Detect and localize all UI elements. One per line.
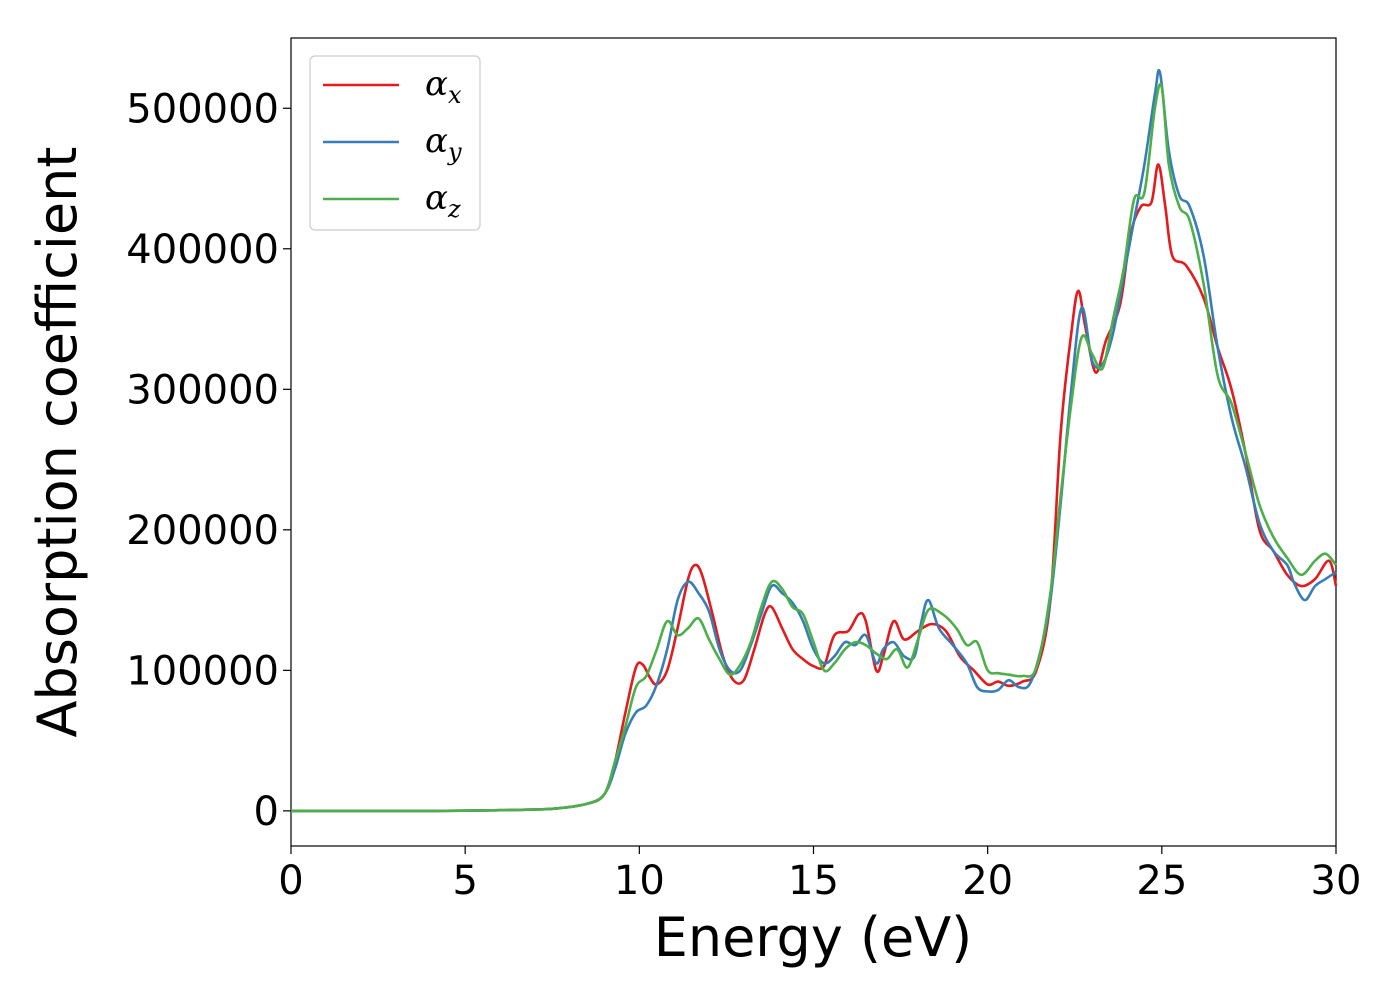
series-line-x — [290, 163, 1338, 813]
legend-subscript: z — [447, 195, 461, 223]
y-tick-label: 100000 — [126, 648, 279, 694]
x-tick-label: 20 — [962, 858, 1013, 904]
x-tick-label: 30 — [1311, 858, 1362, 904]
y-tick-label: 200000 — [126, 508, 279, 554]
series-layer — [290, 69, 1338, 813]
legend-subscript: y — [447, 138, 462, 166]
series-line-z — [290, 82, 1338, 813]
y-axis-label: Absorption coefficient — [26, 147, 89, 738]
x-tick-label: 10 — [614, 858, 665, 904]
x-tick-label: 5 — [452, 858, 477, 904]
y-tick-label: 400000 — [126, 227, 279, 273]
ticks-layer: 0 5 10 15 20 25 30 0 100000 200000 300000 400000 500… — [126, 86, 1361, 904]
x-tick-label: 25 — [1136, 858, 1187, 904]
x-axis-label: Energy (eV) — [654, 906, 973, 969]
x-tick-label: 0 — [278, 858, 303, 904]
y-tick-label: 0 — [254, 789, 279, 835]
legend-subscript: x — [448, 81, 462, 109]
x-tick-label: 15 — [788, 858, 839, 904]
y-tick-label: 300000 — [126, 367, 279, 413]
y-tick-label: 500000 — [126, 86, 279, 132]
